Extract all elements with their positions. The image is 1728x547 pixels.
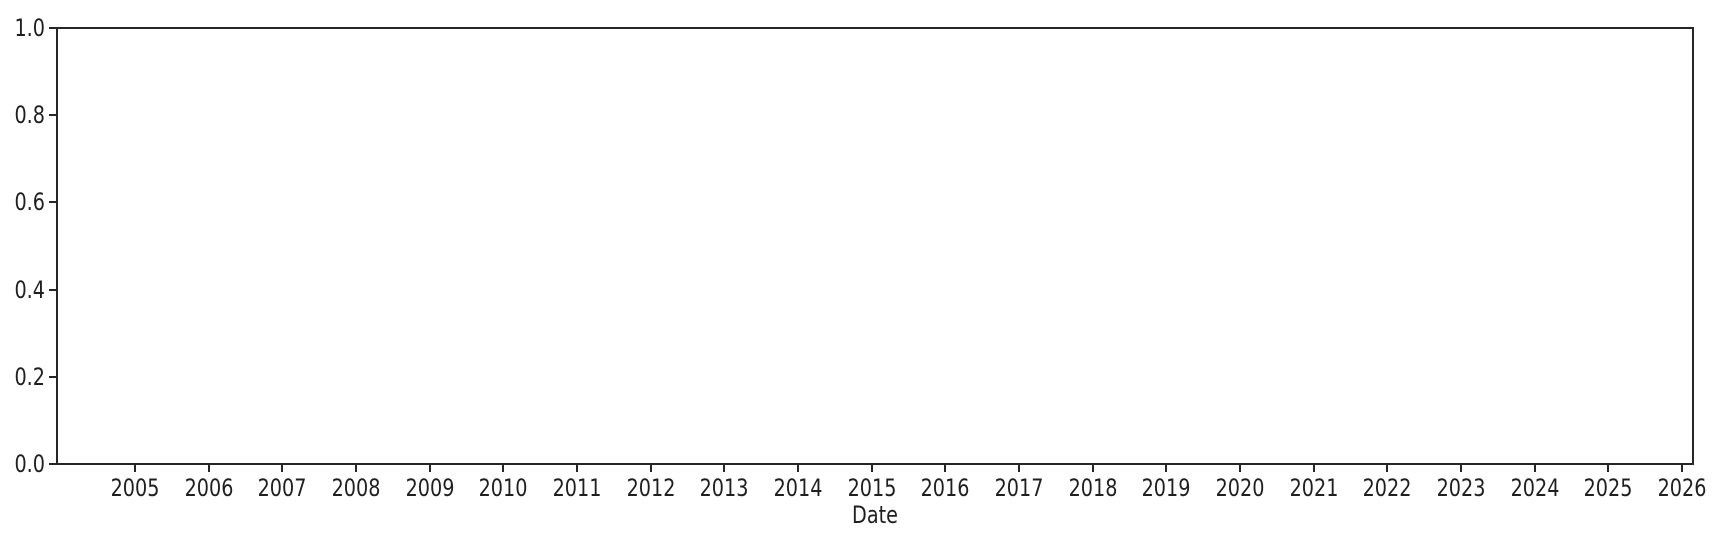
y-tick-label: 0.8 (14, 101, 45, 129)
y-tick-label: 0.0 (14, 450, 45, 478)
y-tick-label: 1.0 (14, 14, 45, 42)
x-tick-label: 2008 (331, 474, 381, 502)
x-tick-mark (871, 465, 873, 472)
x-tick-mark (797, 465, 799, 472)
x-tick-mark (723, 465, 725, 472)
x-tick-label: 2016 (920, 474, 970, 502)
x-tick-mark (1239, 465, 1241, 472)
x-tick-label: 2009 (405, 474, 455, 502)
x-tick-label: 2023 (1436, 474, 1486, 502)
y-tick-mark (49, 114, 57, 116)
y-tick-label: 0.2 (14, 363, 45, 391)
x-tick-label: 2018 (1068, 474, 1118, 502)
y-tick-mark (49, 201, 57, 203)
x-tick-label: 2020 (1215, 474, 1265, 502)
x-tick-mark (134, 465, 136, 472)
x-tick-label: 2012 (626, 474, 676, 502)
x-tick-mark (1165, 465, 1167, 472)
x-tick-mark (1018, 465, 1020, 472)
x-tick-label: 2015 (847, 474, 897, 502)
x-tick-label: 2010 (478, 474, 528, 502)
x-tick-label: 2021 (1289, 474, 1339, 502)
x-tick-mark (1534, 465, 1536, 472)
x-tick-label: 2005 (110, 474, 160, 502)
x-tick-mark (429, 465, 431, 472)
x-tick-mark (1607, 465, 1609, 472)
x-tick-mark (502, 465, 504, 472)
x-tick-label: 2013 (699, 474, 749, 502)
x-tick-label: 2025 (1583, 474, 1633, 502)
x-axis-title: Date (852, 501, 898, 529)
x-tick-label: 2024 (1510, 474, 1560, 502)
x-tick-mark (1386, 465, 1388, 472)
y-tick-mark (49, 27, 57, 29)
x-tick-label: 2007 (257, 474, 307, 502)
x-tick-mark (650, 465, 652, 472)
y-tick-label: 0.6 (14, 188, 45, 216)
plot-area (56, 27, 1694, 465)
x-tick-label: 2014 (773, 474, 823, 502)
y-tick-mark (49, 289, 57, 291)
x-tick-label: 2022 (1362, 474, 1412, 502)
y-tick-mark (49, 463, 57, 465)
x-tick-mark (1460, 465, 1462, 472)
y-tick-mark (49, 376, 57, 378)
x-tick-mark (208, 465, 210, 472)
x-tick-mark (281, 465, 283, 472)
x-tick-mark (355, 465, 357, 472)
x-tick-label: 2017 (994, 474, 1044, 502)
x-tick-mark (1681, 465, 1683, 472)
x-tick-mark (576, 465, 578, 472)
x-tick-mark (1092, 465, 1094, 472)
x-tick-label: 2019 (1141, 474, 1191, 502)
x-tick-label: 2026 (1657, 474, 1707, 502)
x-tick-mark (944, 465, 946, 472)
x-tick-label: 2006 (184, 474, 234, 502)
x-tick-label: 2011 (552, 474, 602, 502)
x-tick-mark (1313, 465, 1315, 472)
y-tick-label: 0.4 (14, 276, 45, 304)
